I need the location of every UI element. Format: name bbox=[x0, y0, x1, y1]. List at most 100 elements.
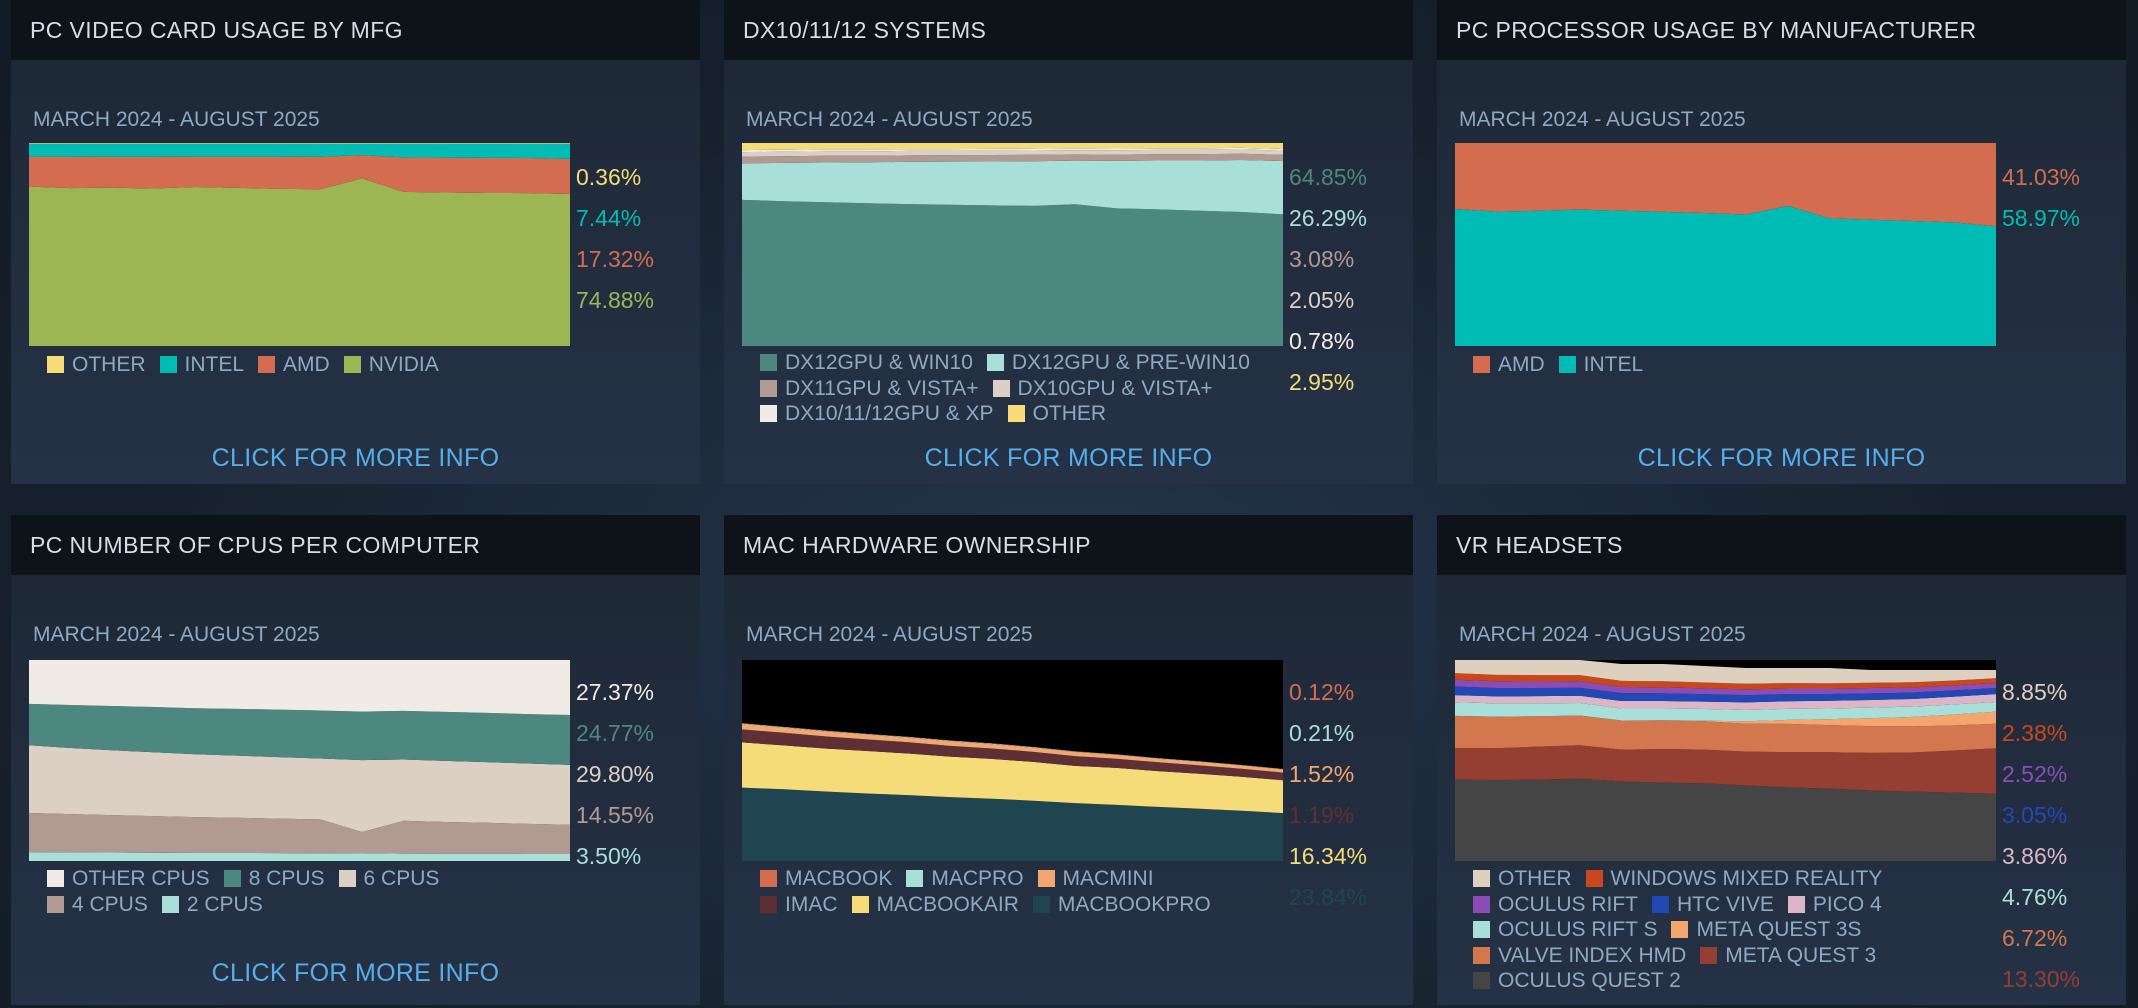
panel-title: VR HEADSETS bbox=[1437, 515, 2126, 575]
legend-swatch bbox=[161, 895, 179, 913]
legend-swatch bbox=[258, 356, 276, 373]
area-chart bbox=[742, 143, 1283, 346]
legend-label: INTEL bbox=[184, 353, 245, 376]
legend-row: OCULUS QUEST 2 bbox=[1473, 968, 2003, 994]
value-label-htc-vive: 3.05% bbox=[2002, 802, 2068, 828]
legend-label: 8 CPUS bbox=[248, 867, 325, 890]
panel-vr-headsets: VR HEADSETS MARCH 2024 - AUGUST 2025 8.8… bbox=[1437, 515, 2126, 1005]
value-label-2-cpus: 3.50% bbox=[576, 843, 642, 869]
series-area-oculus-rift-s bbox=[1455, 702, 1996, 722]
legend-swatch bbox=[1473, 946, 1490, 964]
legend-swatch bbox=[343, 356, 361, 373]
legend-swatch bbox=[1473, 356, 1490, 373]
series-area-dx10-11-12gpu-xp bbox=[742, 147, 1283, 153]
value-label-dx12gpu-win10: 64.85% bbox=[1289, 164, 1368, 190]
legend-item-windows-mixed-reality: WINDOWS MIXED REALITY bbox=[1585, 866, 1882, 892]
legend-swatch bbox=[760, 405, 777, 422]
legend-item-dx12gpu-win10: DX12GPU & WIN10 bbox=[760, 350, 973, 376]
legend: AMD INTEL bbox=[1473, 352, 2003, 378]
value-label-macbook: 0.12% bbox=[1289, 679, 1355, 705]
legend-row: AMD INTEL bbox=[1473, 352, 2003, 378]
legend-item-macbook: MACBOOK bbox=[760, 866, 892, 892]
legend-label: OTHER bbox=[1498, 867, 1572, 890]
legend-label: DX10GPU & VISTA+ bbox=[1017, 376, 1213, 400]
panel-cpu-count: PC NUMBER OF CPUS PER COMPUTER MARCH 202… bbox=[11, 515, 700, 1005]
value-label-windows-mixed-reality: 2.38% bbox=[2002, 720, 2068, 746]
legend-swatch bbox=[1007, 405, 1025, 422]
series-area-macbook bbox=[742, 723, 1283, 770]
legend-item-meta-quest-3: META QUEST 3 bbox=[1700, 943, 1876, 969]
date-range: MARCH 2024 - AUGUST 2025 bbox=[33, 623, 320, 646]
value-label-8-cpus: 24.77% bbox=[576, 720, 655, 746]
value-label-macmini: 1.52% bbox=[1289, 761, 1355, 787]
panel-title: PC PROCESSOR USAGE BY MANUFACTURER bbox=[1437, 0, 2126, 60]
panel-processor: PC PROCESSOR USAGE BY MANUFACTURER MARCH… bbox=[1437, 0, 2126, 484]
legend-swatch bbox=[1473, 972, 1490, 989]
value-label-intel: 7.44% bbox=[576, 205, 642, 231]
panel-title: DX10/11/12 SYSTEMS bbox=[724, 0, 1413, 60]
legend-item-amd: AMD bbox=[1473, 352, 1545, 378]
legend: OTHER INTEL AMD NVIDIA bbox=[47, 352, 577, 378]
legend-label: DX11GPU & VISTA+ bbox=[785, 376, 979, 400]
panel-title: PC VIDEO CARD USAGE BY MFG bbox=[11, 0, 700, 60]
legend-swatch bbox=[223, 870, 241, 887]
area-chart bbox=[29, 660, 570, 861]
series-area-amd bbox=[29, 155, 570, 194]
legend-row: OTHER CPUS 8 CPUS 6 CPUS bbox=[47, 866, 577, 892]
legend-swatch bbox=[47, 895, 64, 913]
more-info-link[interactable]: CLICK FOR MORE INFO bbox=[211, 444, 500, 472]
legend-swatch bbox=[1473, 921, 1490, 938]
value-label-other: 8.85% bbox=[2002, 679, 2068, 705]
legend: MACBOOK MACPRO MACMINI IMAC MACBOOKAIR MACBOO… bbox=[760, 866, 1290, 917]
legend-label: VALVE INDEX HMD bbox=[1498, 943, 1687, 967]
more-info-link[interactable]: CLICK FOR MORE INFO bbox=[924, 444, 1213, 472]
legend-label: META QUEST 3S bbox=[1696, 918, 1862, 941]
area-chart bbox=[1455, 143, 1996, 346]
date-range: MARCH 2024 - AUGUST 2025 bbox=[1459, 623, 1746, 646]
legend-item-8-cpus: 8 CPUS bbox=[223, 866, 325, 892]
legend: DX12GPU & WIN10 DX12GPU & PRE-WIN10 DX11GP… bbox=[760, 350, 1290, 427]
value-label-6-cpus: 29.80% bbox=[576, 761, 655, 787]
date-range: MARCH 2024 - AUGUST 2025 bbox=[33, 108, 320, 131]
value-labels: 41.03% 58.97% bbox=[2002, 157, 2080, 239]
legend-swatch bbox=[1585, 870, 1603, 887]
legend-row: 4 CPUS 2 CPUS bbox=[47, 892, 577, 918]
series-area-valve-index-hmd bbox=[1455, 715, 1996, 753]
series-area-other-cpus bbox=[29, 660, 570, 716]
legend-item-pico-4: PICO 4 bbox=[1787, 892, 1882, 918]
more-info-link[interactable]: CLICK FOR MORE INFO bbox=[1637, 444, 1926, 472]
legend-label: NVIDIA bbox=[368, 353, 439, 376]
legend-swatch bbox=[760, 870, 777, 887]
legend-item-valve-index-hmd: VALVE INDEX HMD bbox=[1473, 943, 1686, 969]
legend-swatch bbox=[1037, 870, 1055, 887]
legend-item-imac: IMAC bbox=[760, 892, 838, 918]
more-info-link[interactable]: CLICK FOR MORE INFO bbox=[211, 959, 500, 987]
legend-swatch bbox=[1032, 895, 1050, 913]
legend-swatch bbox=[159, 356, 177, 373]
value-labels: 64.85% 26.29% 3.08% 2.05% 0.78% 2.95% bbox=[1289, 157, 1367, 403]
legend-row: DX11GPU & VISTA+ DX10GPU & VISTA+ bbox=[760, 376, 1290, 402]
legend-item-htc-vive: HTC VIVE bbox=[1652, 892, 1774, 918]
legend-row: DX12GPU & WIN10 DX12GPU & PRE-WIN10 bbox=[760, 350, 1290, 376]
value-labels: 0.12% 0.21% 1.52% 1.19% 16.34% 23.84% bbox=[1289, 672, 1367, 918]
legend-label: MACBOOKPRO bbox=[1057, 892, 1211, 916]
legend-row: OCULUS RIFT HTC VIVE PICO 4 bbox=[1473, 892, 2003, 918]
series-area-4-cpus bbox=[29, 812, 570, 854]
legend-swatch bbox=[47, 356, 64, 373]
value-label-other: 2.95% bbox=[1289, 369, 1355, 395]
series-area-dx11gpu-vista bbox=[742, 153, 1283, 164]
value-label-dx12gpu-pre-win10: 26.29% bbox=[1289, 205, 1368, 231]
legend-item-2-cpus: 2 CPUS bbox=[161, 892, 263, 918]
series-area-dx10gpu-vista bbox=[742, 149, 1283, 157]
legend-item-oculus-quest-2: OCULUS QUEST 2 bbox=[1473, 968, 1681, 994]
legend-item-intel: INTEL bbox=[1558, 352, 1643, 378]
value-label-intel: 58.97% bbox=[2002, 205, 2081, 231]
value-label-dx10-11-12gpu-xp: 0.78% bbox=[1289, 328, 1355, 354]
series-area-amd bbox=[1455, 143, 1996, 227]
legend-item-nvidia: NVIDIA bbox=[343, 352, 439, 378]
value-label-amd: 17.32% bbox=[576, 246, 655, 272]
legend-item-oculus-rift-s: OCULUS RIFT S bbox=[1473, 917, 1657, 943]
value-label-macbookair: 16.34% bbox=[1289, 843, 1368, 869]
series-area-meta-quest-3 bbox=[1455, 745, 1996, 794]
legend-item-other: OTHER bbox=[1473, 866, 1572, 892]
